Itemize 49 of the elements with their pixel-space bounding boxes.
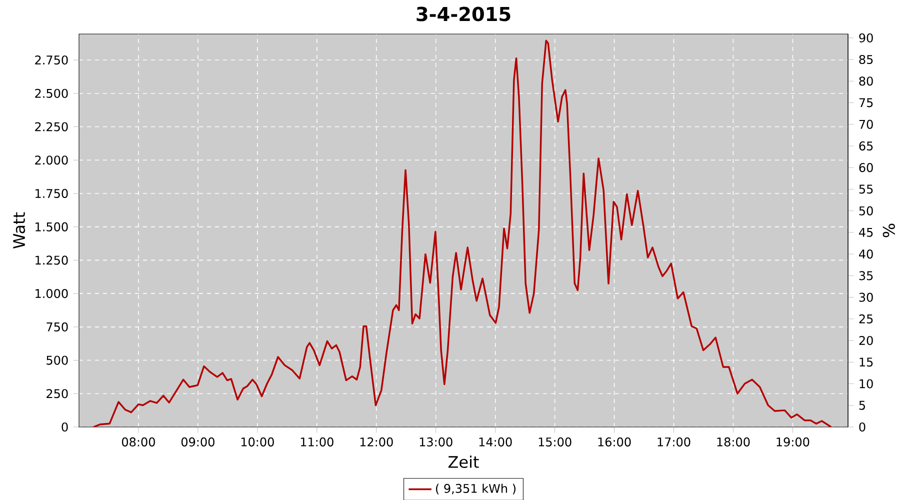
x-tick-label: 12:00 xyxy=(360,437,393,446)
y2-tick-label: 45 xyxy=(859,228,873,237)
y2-tick-label: 70 xyxy=(859,120,873,129)
y2-axis-title: % xyxy=(882,224,895,238)
y2-tick-label: 85 xyxy=(859,54,873,64)
x-tick-label: 18:00 xyxy=(717,437,750,446)
y-tick-label: 500 xyxy=(46,356,68,365)
y-tick-label: 1.250 xyxy=(36,256,68,265)
y-tick-label: 2.500 xyxy=(35,88,68,98)
y2-tick-label: 15 xyxy=(860,358,873,367)
y2-tick-label: 60 xyxy=(859,163,873,172)
y2-tick-label: 50 xyxy=(859,206,873,216)
y-tick-label: 750 xyxy=(46,322,68,332)
y2-tick-label: 25 xyxy=(859,314,873,324)
y2-tick-label: 30 xyxy=(859,292,873,302)
y2-tick-label: 0 xyxy=(859,422,866,432)
y2-tick-label: 75 xyxy=(859,98,873,108)
y2-tick-label: 40 xyxy=(859,250,873,259)
y-tick-label: 1.750 xyxy=(36,188,68,198)
y-tick-label: 2.250 xyxy=(35,122,68,132)
y-axis-title: Watt xyxy=(13,212,26,249)
y-tick-label: 1.000 xyxy=(36,289,68,298)
y-tick-label: 2.000 xyxy=(35,156,68,165)
y2-tick-label: 35 xyxy=(859,271,873,280)
y-tick-label: 1.500 xyxy=(36,222,68,232)
y-tick-label: 250 xyxy=(46,389,68,398)
x-tick-label: 10:00 xyxy=(241,437,274,446)
y2-tick-label: 10 xyxy=(860,379,873,388)
x-tick-label: 13:00 xyxy=(420,437,452,446)
y2-tick-label: 55 xyxy=(859,184,873,194)
x-tick-label: 19:00 xyxy=(776,437,810,446)
y-tick-label: 0 xyxy=(62,422,68,432)
line-series xyxy=(92,40,832,427)
y2-tick-label: 90 xyxy=(859,33,873,42)
x-tick-label: 09:00 xyxy=(181,437,214,446)
x-tick-label: 15:00 xyxy=(538,437,572,446)
chart-title: 3-4-2015 xyxy=(416,6,510,22)
x-tick-label: 08:00 xyxy=(122,437,155,446)
y2-tick-label: 20 xyxy=(859,336,873,346)
y-tick-label: 2.750 xyxy=(35,55,68,65)
y2-tick-label: 80 xyxy=(859,76,873,86)
x-tick-label: 16:00 xyxy=(598,437,631,446)
x-tick-label: 17:00 xyxy=(658,437,690,446)
legend-label: ( 9,351 kWh ) xyxy=(436,484,516,494)
x-axis-title: Zeit xyxy=(448,456,479,468)
y2-tick-label: 65 xyxy=(859,141,873,151)
y2-tick-label: 5 xyxy=(859,400,866,410)
x-tick-label: 11:00 xyxy=(300,437,334,446)
x-tick-label: 14:00 xyxy=(479,437,512,446)
